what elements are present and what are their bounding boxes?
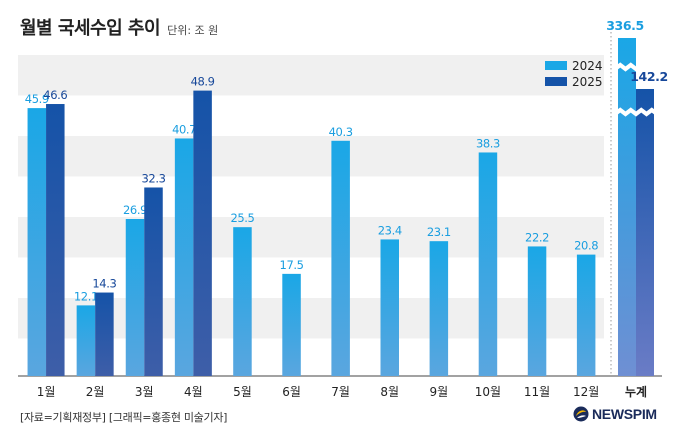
data-label-2024-cumulative: 336.5 xyxy=(606,18,644,33)
legend-label-2025: 2025 xyxy=(572,75,603,89)
x-tick-label: 1월 xyxy=(37,385,56,399)
x-tick-label: 12월 xyxy=(573,385,599,399)
chart-title-group: 월별 국세수입 추이 단위: 조 원 xyxy=(20,14,218,40)
source-credit: [자료=기획재정부] [그래픽=홍종현 미술기자] xyxy=(20,411,228,424)
bar-2024 xyxy=(478,152,498,376)
bar-2025 xyxy=(46,104,65,376)
data-label-2024: 23.1 xyxy=(427,225,451,239)
bar-2024 xyxy=(282,273,301,376)
data-label-2024: 45.9 xyxy=(25,92,49,106)
x-tick-label: 6월 xyxy=(282,385,301,399)
x-tick-label: 9월 xyxy=(430,385,449,399)
x-tick-label: 7월 xyxy=(331,385,350,399)
axis-break-mark xyxy=(614,62,658,73)
data-label-2025: 32.3 xyxy=(141,171,165,185)
legend-swatch-2024 xyxy=(545,61,567,70)
data-label-2024: 23.4 xyxy=(378,223,402,237)
grid-band xyxy=(18,136,604,177)
newspim-logo: NEWSPIM xyxy=(573,406,657,422)
bar-2024 xyxy=(527,246,547,376)
chart-unit: 단위: 조 원 xyxy=(167,24,219,37)
bar-2024 xyxy=(174,138,194,376)
grid-band xyxy=(18,298,604,339)
data-label-2024: 22.2 xyxy=(525,230,549,244)
grid-band xyxy=(18,55,604,96)
legend-label-2024: 2024 xyxy=(572,59,603,73)
data-label-2024: 17.5 xyxy=(280,258,304,272)
bar-2024 xyxy=(429,241,449,376)
legend-swatch-2025 xyxy=(545,77,567,86)
x-tick-label: 11월 xyxy=(524,385,550,399)
bar-2024-cumulative xyxy=(618,38,636,376)
data-label-2024: 40.3 xyxy=(329,125,353,139)
x-tick-label: 3월 xyxy=(135,385,154,399)
bar-2025-cumulative xyxy=(636,89,654,376)
x-tick-label: 4월 xyxy=(184,385,203,399)
bar-2024 xyxy=(331,140,350,376)
x-tick-label: 10월 xyxy=(475,385,501,399)
bar-2024 xyxy=(380,239,399,376)
bar-2024 xyxy=(576,254,596,376)
data-label-2025: 46.6 xyxy=(43,88,67,102)
chart-title: 월별 국세수입 추이 xyxy=(20,18,161,39)
bar-2025 xyxy=(95,292,114,376)
data-label-2024: 20.8 xyxy=(574,239,598,253)
x-tick-label: 2월 xyxy=(86,385,105,399)
data-label-2024: 12.1 xyxy=(74,289,98,303)
bar-2024 xyxy=(125,219,145,376)
data-label-2025-cumulative: 142.2 xyxy=(630,69,668,84)
newspim-logo-icon xyxy=(573,406,589,422)
bar-2024 xyxy=(27,108,47,377)
bar-2025 xyxy=(144,187,163,376)
grid-band xyxy=(18,217,604,258)
bar-2024 xyxy=(76,305,96,376)
data-label-2025: 14.3 xyxy=(92,277,116,291)
x-tick-label: 5월 xyxy=(233,385,252,399)
bar-2025 xyxy=(193,90,212,377)
x-tick-label-cumulative: 누계 xyxy=(625,384,647,399)
axis-break-mark xyxy=(614,107,658,118)
bar-2024 xyxy=(233,227,252,376)
newspim-logo-text: NEWSPIM xyxy=(592,406,657,422)
data-label-2024: 25.5 xyxy=(230,211,254,225)
x-tick-label: 8월 xyxy=(380,385,399,399)
data-label-2024: 38.3 xyxy=(476,136,500,150)
data-label-2024: 40.7 xyxy=(172,122,196,136)
data-label-2025: 48.9 xyxy=(191,75,215,89)
data-label-2024: 26.9 xyxy=(123,203,147,217)
